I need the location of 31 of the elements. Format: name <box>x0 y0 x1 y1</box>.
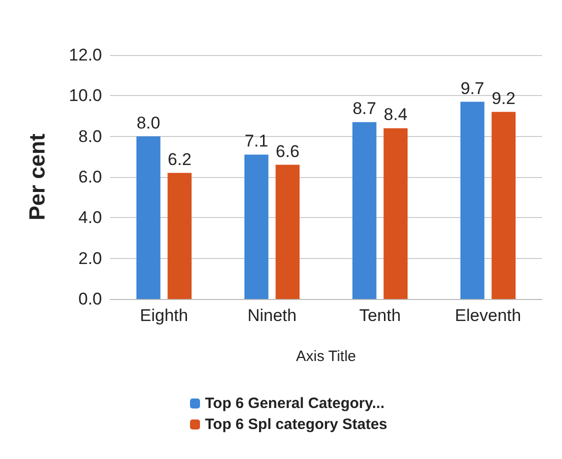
y-tick-label: 0.0 <box>78 290 102 308</box>
y-tick-label: 10.0 <box>68 86 102 106</box>
data-label: 9.7 <box>460 78 484 98</box>
legend-label: Top 6 General Category... <box>205 395 384 412</box>
bar <box>136 136 160 299</box>
y-tick-label: 6.0 <box>78 168 102 186</box>
y-tick-label: 12.0 <box>68 46 102 64</box>
x-tick-label: Eighth <box>140 306 188 325</box>
bar <box>168 172 192 299</box>
y-tick-label: 4.0 <box>78 208 102 228</box>
data-label: 8.4 <box>384 105 408 124</box>
data-label: 6.6 <box>276 142 300 161</box>
data-label: 6.2 <box>168 150 192 169</box>
y-tick-label: 2.0 <box>78 248 102 268</box>
bar <box>244 154 268 299</box>
x-tick-label: Tenth <box>359 306 401 325</box>
bar <box>352 122 376 299</box>
data-label: 9.2 <box>492 88 516 108</box>
x-tick-label: Eleventh <box>454 306 522 325</box>
bar <box>460 102 484 299</box>
legend-label: Top 6 Spl category States <box>205 416 388 433</box>
x-tick-label: Nineth <box>247 306 297 325</box>
x-axis-title: Axis Title <box>296 348 356 365</box>
y-tick-label: 8.0 <box>78 126 102 146</box>
data-label: 8.0 <box>136 113 160 132</box>
bar <box>492 112 516 299</box>
data-label: 7.1 <box>244 132 268 151</box>
bar <box>276 164 300 299</box>
bar <box>384 128 408 299</box>
data-label: 8.7 <box>352 99 376 118</box>
y-axis-title: Per cent <box>24 132 50 220</box>
